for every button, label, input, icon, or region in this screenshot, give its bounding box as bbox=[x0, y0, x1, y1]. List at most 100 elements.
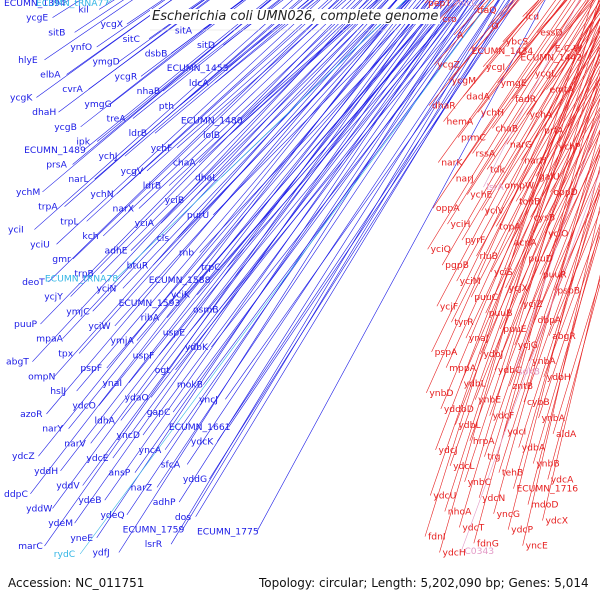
reverse-gene-label: ychH bbox=[481, 107, 504, 118]
forward-gene-label-leader bbox=[96, 0, 459, 538]
reverse-gene-label-leader bbox=[432, 0, 572, 209]
reverse-gene-label: ompW bbox=[505, 180, 535, 191]
reverse-gene-label-leader bbox=[436, 0, 600, 307]
reverse-gene-label-leader bbox=[431, 4, 600, 352]
reverse-gene-label-leader bbox=[464, 69, 600, 482]
forward-gene-label: uspE bbox=[163, 327, 185, 338]
reverse-gene-label-leader bbox=[445, 30, 600, 368]
reverse-gene-label: ycgL bbox=[535, 69, 557, 80]
reverse-gene-label: ynbE bbox=[478, 395, 501, 406]
reverse-gene-label: ycjX bbox=[509, 283, 528, 294]
forward-gene-label-leader bbox=[178, 0, 500, 503]
forward-gene-label: yciK bbox=[171, 290, 191, 301]
forward-gene-label: mokB bbox=[177, 380, 203, 391]
trna-label-leader bbox=[115, 0, 406, 279]
forward-gene-label: sitB bbox=[48, 27, 65, 38]
forward-gene-label-leader bbox=[208, 0, 457, 281]
forward-gene-label: ydeM bbox=[48, 518, 73, 529]
reverse-gene-label: cybB bbox=[527, 397, 550, 408]
forward-gene-label: mpaA bbox=[36, 334, 63, 345]
forward-gene-label-leader bbox=[156, 0, 485, 488]
reverse-gene-label: hemA bbox=[446, 117, 473, 128]
reverse-gene-label: yciS bbox=[494, 267, 513, 278]
reverse-gene-label-leader bbox=[441, 0, 596, 266]
forward-gene-label: yddG bbox=[183, 474, 207, 485]
forward-gene-label-leader bbox=[86, 0, 329, 222]
reverse-gene-label: yciQ bbox=[431, 244, 451, 255]
reverse-gene-label: abgR bbox=[552, 331, 576, 342]
forward-gene-label-leader bbox=[228, 0, 518, 427]
forward-gene-label-leader bbox=[186, 0, 499, 465]
forward-gene-label-leader bbox=[130, 0, 383, 251]
reverse-gene-label-leader bbox=[532, 235, 600, 464]
reverse-gene-label: narH bbox=[524, 155, 546, 166]
forward-gene-label: ompN bbox=[28, 371, 55, 382]
reverse-gene-label: ydcJ bbox=[439, 445, 458, 456]
reverse-gene-label: pgpB bbox=[445, 260, 469, 271]
forward-gene-label: cls bbox=[157, 233, 170, 244]
forward-gene-label-leader bbox=[166, 0, 443, 318]
forward-gene-label: ycgX bbox=[100, 19, 123, 30]
forward-gene-label: tpx bbox=[58, 348, 73, 359]
reverse-gene-label: galU bbox=[539, 171, 560, 182]
reverse-gene-label: yciM bbox=[460, 276, 481, 287]
forward-gene-label: azoR bbox=[20, 409, 43, 420]
reverse-gene-label-leader bbox=[465, 53, 600, 339]
reverse-gene-label: ydbL bbox=[458, 420, 481, 431]
reverse-gene-label-leader bbox=[552, 278, 600, 435]
forward-gene-label: sitC bbox=[123, 34, 140, 45]
forward-gene-label-leader bbox=[63, 0, 70, 4]
reverse-gene-label: ECUMN_1434 bbox=[472, 46, 534, 57]
reverse-gene-label: cro bbox=[443, 14, 458, 25]
forward-gene-label: trpB bbox=[74, 269, 94, 280]
reverse-gene-label: ydcI bbox=[507, 427, 526, 438]
reverse-gene-label-leader bbox=[426, 2, 600, 394]
reverse-gene-label: pspB bbox=[557, 285, 580, 296]
forward-gene-label: yneE bbox=[70, 533, 93, 544]
forward-gene-label: ECUMN_1759 bbox=[123, 525, 185, 536]
reverse-gene-label: essD bbox=[540, 28, 562, 39]
reverse-gene-label-leader bbox=[490, 65, 600, 273]
accession-text: Accession: NC_011751 bbox=[6, 575, 147, 591]
reverse-gene-label-leader bbox=[447, 0, 589, 225]
reverse-gene-label: ychP bbox=[559, 142, 581, 153]
forward-gene-label-leader bbox=[118, 0, 473, 553]
forward-gene-label: ECUMN_1593 bbox=[119, 298, 181, 309]
forward-gene-label: yciB bbox=[165, 195, 184, 206]
reverse-gene-label: chaB bbox=[495, 123, 518, 134]
reverse-gene-label: topA bbox=[499, 221, 521, 232]
reverse-gene-label: ydbC bbox=[498, 365, 522, 376]
pseudogene-label: mlcC bbox=[455, 0, 478, 9]
forward-gene-label-leader bbox=[68, 0, 417, 429]
forward-gene-label: ymgG bbox=[84, 99, 111, 110]
forward-gene-label: ipk bbox=[76, 137, 90, 148]
forward-gene-label-leader bbox=[82, 0, 441, 486]
forward-gene-label: ycgE bbox=[26, 13, 48, 24]
forward-gene-label-leader bbox=[150, 0, 461, 398]
forward-gene-label: ycgK bbox=[10, 92, 33, 103]
reverse-gene-label: yciV bbox=[485, 205, 505, 216]
reverse-gene-label-leader bbox=[527, 226, 600, 505]
forward-gene-label-leader bbox=[175, 0, 468, 371]
forward-gene-label-leader bbox=[219, 0, 478, 310]
forward-gene-label: pth bbox=[159, 101, 174, 112]
reverse-gene-label: puuC bbox=[474, 292, 498, 303]
forward-gene-label: elbA bbox=[40, 70, 61, 81]
forward-gene-label: narY bbox=[42, 424, 63, 435]
reverse-gene-label: mppA bbox=[449, 363, 477, 374]
forward-gene-label: sitD bbox=[197, 40, 215, 51]
forward-gene-label-leader bbox=[102, 0, 352, 237]
forward-gene-label: ldhA bbox=[94, 415, 115, 426]
reverse-gene-label: yncG bbox=[497, 509, 520, 520]
forward-gene-label: ECUMN_1661 bbox=[169, 422, 231, 433]
forward-gene-label: yddV bbox=[56, 481, 80, 492]
label-leader-lines bbox=[30, 0, 600, 555]
forward-gene-label: kch bbox=[82, 231, 98, 242]
reverse-gene-label-leader bbox=[485, 76, 600, 314]
forward-gene-label: prsA bbox=[46, 159, 67, 170]
forward-gene-label: yciW bbox=[88, 321, 110, 332]
reverse-gene-label: pepT bbox=[428, 0, 451, 9]
reverse-gene-label: ynbA bbox=[542, 413, 566, 424]
forward-gene-label-leader bbox=[44, 0, 431, 547]
reverse-gene-label: O bbox=[491, 21, 498, 32]
